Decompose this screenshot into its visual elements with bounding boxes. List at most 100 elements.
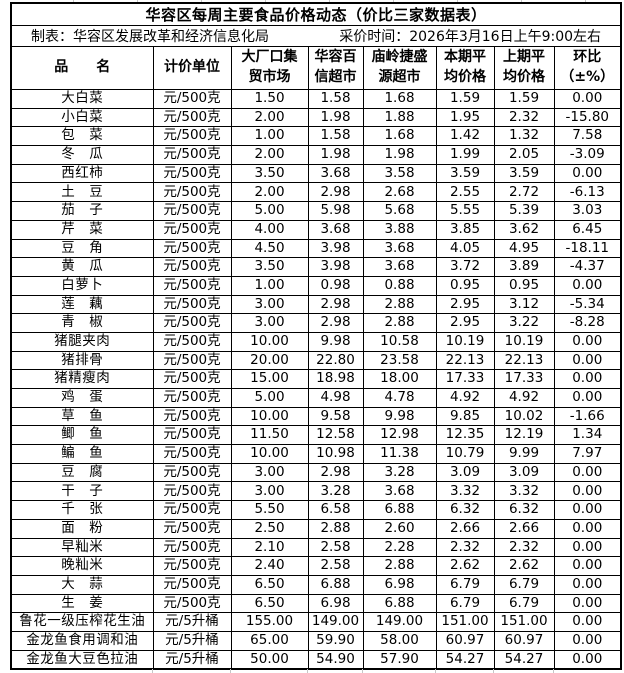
current-avg-price-cell: 3.09 [435, 462, 495, 483]
previous-avg-price-cell: 54.27 [493, 649, 555, 670]
dachangkou-price-cell: 2.00 [230, 107, 309, 128]
baixin-price-cell: 2.58 [307, 537, 364, 558]
table-row: 鳊 鱼元/500克 10.00 10.98 11.38 10.79 9.99 7.97 [10, 444, 622, 464]
percent-change-cell: 1.34 [553, 425, 622, 446]
percent-change-cell: -1.66 [553, 406, 622, 427]
current-avg-price-cell: 6.32 [435, 500, 495, 520]
table-row: 白萝卜 元/500克 1.00 0.98 0.88 0.95 0.95 0.00 [10, 275, 622, 296]
dachangkou-price-cell: 5.00 [230, 201, 309, 221]
jieshengyuan-price-cell: 18.00 [362, 369, 437, 389]
baixin-price-cell: 3.98 [307, 238, 364, 259]
baixin-price-cell: 149.00 [307, 612, 364, 632]
dachangkou-price-cell: 3.00 [230, 294, 309, 315]
percent-change-cell: 0.00 [553, 369, 622, 389]
jieshengyuan-price-cell: 6.88 [362, 593, 437, 614]
gridline-tick [493, 669, 494, 673]
previous-avg-price-cell: 2.32 [493, 537, 555, 558]
jieshengyuan-price-cell: 4.78 [362, 388, 437, 408]
dachangkou-price-cell: 1.00 [230, 275, 309, 296]
dachangkou-price-cell: 10.00 [230, 406, 309, 427]
jieshengyuan-price-cell: 57.90 [362, 649, 437, 670]
jieshengyuan-price-cell: 1.68 [362, 126, 437, 147]
current-avg-price-cell: 2.32 [435, 537, 495, 558]
col-header-product-name: 品 名 [10, 46, 154, 90]
unit-cell: 元/500克 [152, 462, 232, 483]
product-name-cell: 大 蒜 [10, 574, 154, 595]
baixin-price-cell: 2.98 [307, 294, 364, 315]
unit-cell: 元/500克 [152, 294, 232, 315]
current-avg-price-cell: 10.79 [435, 444, 495, 464]
percent-change-cell: 0.00 [553, 481, 622, 502]
product-name-cell: 鲁花一级压榨花生油 [10, 612, 154, 632]
unit-cell: 元/500克 [152, 126, 232, 147]
survey-time-label: 采价时间：2026年3月16日上午9:00左右 [339, 29, 602, 45]
unit-cell: 元/500克 [152, 444, 232, 464]
previous-avg-price-cell: 10.19 [493, 331, 555, 352]
baixin-price-cell: 3.28 [307, 481, 364, 502]
jieshengyuan-price-cell: 2.88 [362, 313, 437, 333]
percent-change-cell: 0.00 [553, 518, 622, 539]
previous-avg-price-cell: 3.22 [493, 313, 555, 333]
gridline-tick [362, 669, 363, 673]
unit-cell: 元/500克 [152, 574, 232, 595]
dachangkou-price-cell: 6.50 [230, 574, 309, 595]
current-avg-price-cell: 1.99 [435, 145, 495, 165]
table-row: 西红柿 元/500克 3.50 3.68 3.58 3.59 3.59 0.00 [10, 163, 622, 184]
product-name-cell: 早籼米 [10, 537, 154, 558]
product-name-cell: 金龙鱼食用调和油 [10, 630, 154, 651]
table-row: 鲁花一级压榨花生油 元/5升桶 155.00 149.00 149.00 151.00 15… [10, 612, 622, 632]
product-name-cell: 青 椒 [10, 313, 154, 333]
percent-change-cell: 3.03 [553, 201, 622, 221]
dachangkou-price-cell: 65.00 [230, 630, 309, 651]
baixin-price-cell: 6.88 [307, 574, 364, 595]
table-row: 茄 子元/500克 5.00 5.98 5.68 5.55 5.39 3.03 [10, 201, 622, 221]
dachangkou-price-cell: 15.00 [230, 369, 309, 389]
current-avg-price-cell: 2.55 [435, 182, 495, 203]
previous-avg-price-cell: 3.09 [493, 462, 555, 483]
jieshengyuan-price-cell: 23.58 [362, 350, 437, 371]
baixin-price-cell: 4.98 [307, 388, 364, 408]
unit-cell: 元/500克 [152, 89, 232, 109]
product-name-cell: 金龙鱼大豆色拉油 [10, 649, 154, 670]
previous-avg-price-cell: 1.32 [493, 126, 555, 147]
dachangkou-price-cell: 4.00 [230, 219, 309, 240]
col-header-previous-average-price: 上期平 均价格 [493, 46, 555, 90]
product-name-cell: 豆 腐 [10, 462, 154, 483]
percent-change-cell: -3.09 [553, 145, 622, 165]
dachangkou-price-cell: 1.00 [230, 126, 309, 147]
product-name-cell: 猪排骨 [10, 350, 154, 371]
jieshengyuan-price-cell: 9.98 [362, 406, 437, 427]
jieshengyuan-price-cell: 6.98 [362, 574, 437, 595]
jieshengyuan-price-cell: 11.38 [362, 444, 437, 464]
unit-cell: 元/5升桶 [152, 612, 232, 632]
table-row: 冬 瓜元/500克 2.00 1.98 1.98 1.99 2.05 -3.09 [10, 145, 622, 165]
dachangkou-price-cell: 10.00 [230, 331, 309, 352]
product-name-cell: 草 鱼 [10, 406, 154, 427]
unit-cell: 元/500克 [152, 537, 232, 558]
price-table-body: 大白菜 元/500克 1.50 1.58 1.68 1.59 1.59 0.00 小白菜 元/50… [10, 89, 622, 670]
dachangkou-price-cell: 5.00 [230, 388, 309, 408]
product-name-cell: 西红柿 [10, 163, 154, 184]
dachangkou-price-cell: 3.00 [230, 313, 309, 333]
dachangkou-price-cell: 2.00 [230, 145, 309, 165]
current-avg-price-cell: 2.66 [435, 518, 495, 539]
current-avg-price-cell: 22.13 [435, 350, 495, 371]
product-name-cell: 大白菜 [10, 89, 154, 109]
unit-cell: 元/5升桶 [152, 630, 232, 651]
table-row: 晚籼米 元/500克 2.40 2.58 2.88 2.62 2.62 0.00 [10, 556, 622, 576]
previous-avg-price-cell: 12.19 [493, 425, 555, 446]
current-avg-price-cell: 10.19 [435, 331, 495, 352]
percent-change-cell: 0.00 [553, 350, 622, 371]
jieshengyuan-price-cell: 2.88 [362, 294, 437, 315]
previous-avg-price-cell: 2.72 [493, 182, 555, 203]
excel-gridline-ticks-bottom [10, 669, 622, 673]
jieshengyuan-price-cell: 0.88 [362, 275, 437, 296]
table-row: 干 子元/500克 3.00 3.28 3.68 3.32 3.32 0.00 [10, 481, 622, 502]
previous-avg-price-cell: 9.99 [493, 444, 555, 464]
unit-cell: 元/500克 [152, 369, 232, 389]
baixin-price-cell: 1.98 [307, 145, 364, 165]
jieshengyuan-price-cell: 149.00 [362, 612, 437, 632]
baixin-price-cell: 59.90 [307, 630, 364, 651]
percent-change-cell: -6.13 [553, 182, 622, 203]
